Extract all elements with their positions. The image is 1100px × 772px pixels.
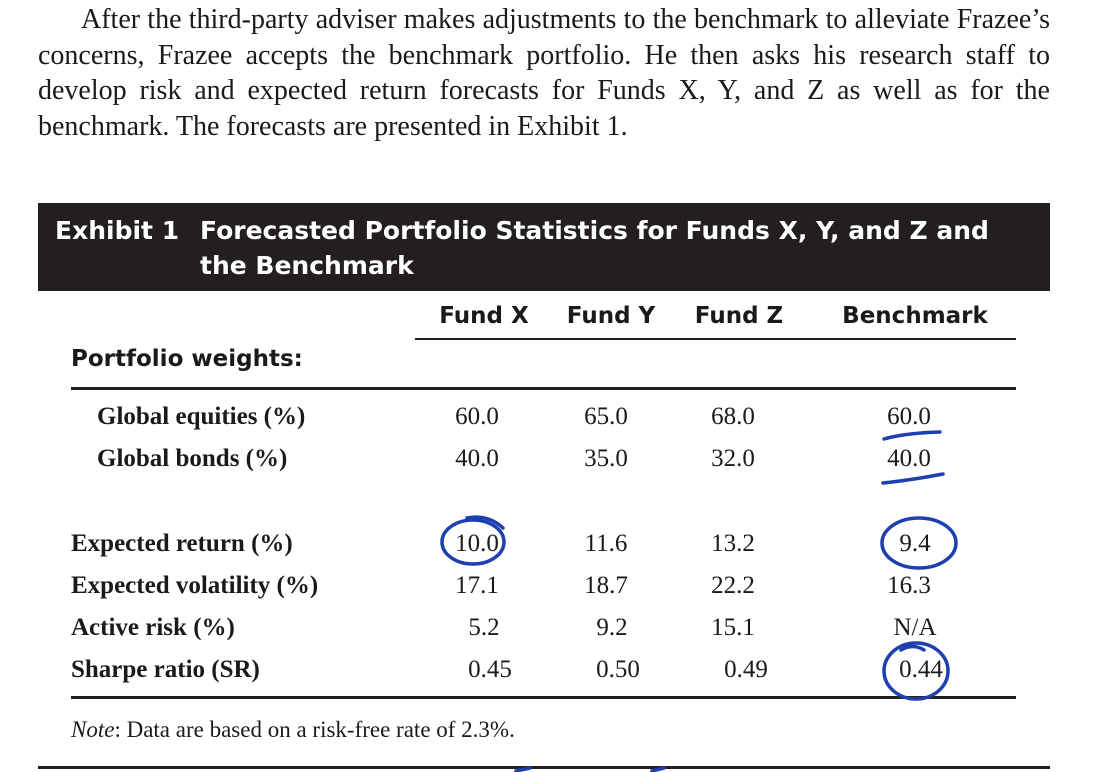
column-header-fund-y: Fund Y — [566, 303, 656, 329]
table-cell: 22.2 — [711, 572, 755, 599]
intro-paragraph: After the third-party adviser makes adju… — [38, 4, 1050, 142]
exhibit-table: Fund X Fund Y Fund Z Benchmark Portfolio… — [71, 291, 1016, 742]
table-cell: N/A — [893, 614, 937, 641]
table-bottom-rule — [71, 696, 1016, 699]
column-header-fund-x: Fund X — [439, 303, 529, 329]
table-cell: 9.4 — [899, 530, 931, 557]
table-cell: 9.2 — [596, 614, 628, 641]
row-label-expected-volatility: Expected volatility (%) — [71, 572, 319, 599]
note-prefix: Note — [71, 717, 115, 742]
table-cell: 16.3 — [887, 572, 931, 599]
row-label-active-risk: Active risk (%) — [71, 614, 235, 641]
table-cell: 5.2 — [468, 614, 500, 641]
exhibit-header: Exhibit 1 Forecasted Portfolio Statistic… — [38, 203, 1050, 291]
table-cell: 17.1 — [455, 572, 499, 599]
table-cell: 68.0 — [711, 403, 755, 430]
table-cell: 60.0 — [887, 403, 931, 430]
table-cell: 11.6 — [584, 530, 628, 557]
note-text: : Data are based on a risk-free rate of … — [114, 717, 515, 742]
table-cell: 15.1 — [711, 614, 755, 641]
table-cell: 60.0 — [455, 403, 499, 430]
exhibit-title: Forecasted Portfolio Statistics for Fund… — [200, 216, 989, 280]
table-cell: 32.0 — [711, 445, 755, 472]
section-label-portfolio-weights: Portfolio weights: — [71, 346, 303, 372]
table-cell: 0.45 — [468, 656, 512, 683]
table-cell: 10.0 — [455, 530, 499, 557]
table-cell: 13.2 — [711, 530, 755, 557]
table-cell: 40.0 — [455, 445, 499, 472]
table-note: Note: Data are based on a risk-free rate… — [71, 717, 515, 743]
table-cell: 65.0 — [584, 403, 628, 430]
table-cell: 40.0 — [887, 445, 931, 472]
table-cell: 0.49 — [724, 656, 768, 683]
header-rule — [415, 338, 1016, 340]
row-label-global-equities: Global equities (%) — [97, 403, 306, 430]
column-header-fund-z: Fund Z — [694, 303, 784, 329]
exhibit-bottom-rule — [38, 766, 1050, 769]
column-header-benchmark: Benchmark — [842, 303, 988, 329]
row-label-global-bonds: Global bonds (%) — [97, 445, 288, 472]
row-label-expected-return: Expected return (%) — [71, 530, 293, 557]
table-cell: 0.50 — [596, 656, 640, 683]
row-label-sharpe-ratio: Sharpe ratio (SR) — [71, 656, 260, 683]
table-cell: 35.0 — [584, 445, 628, 472]
table-cell: 0.44 — [899, 656, 943, 683]
table-cell: 18.7 — [584, 572, 628, 599]
section-rule — [71, 387, 1016, 390]
exhibit-label: Exhibit 1 — [55, 216, 180, 245]
